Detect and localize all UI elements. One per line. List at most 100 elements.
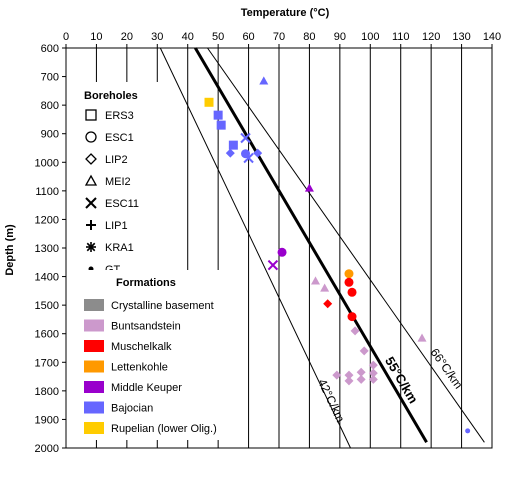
tick-label-y-1300: 1300 [35,243,59,255]
data-point-5 [228,140,238,150]
tick-label-x-50: 50 [212,31,224,43]
data-point-8 [253,148,263,158]
data-point-21 [417,333,427,342]
data-point-26 [332,370,342,380]
boreholes-legend-label: ESC11 [105,198,139,210]
formations-legend-label: Middle Keuper [111,382,182,394]
x-axis-title: Temperature (°C) [241,7,330,19]
legend-swatch-muschelkalk [84,340,104,352]
data-point-15 [311,276,321,285]
tick-label-x-140: 140 [483,31,501,43]
formations-legend-label: Lettenkohle [111,362,168,374]
tick-label-x-80: 80 [303,31,315,43]
data-point-28 [344,376,354,386]
tick-label-y-800: 800 [41,100,59,112]
legend-swatch-rupelian [84,422,104,434]
tick-label-x-90: 90 [334,31,346,43]
legend-swatch-lettenkohle [84,360,104,373]
x-axis-ticks: 0 10 20 30 40 50 60 70 80 90 100 110 120 130 140 [63,31,501,48]
tick-label-x-0: 0 [63,31,69,43]
tick-label-y-1800: 1800 [35,386,59,398]
y-axis-title: Depth (m) [4,224,16,276]
data-point-25 [368,368,378,378]
tick-label-y-1700: 1700 [35,357,59,369]
data-point-2 [213,110,223,120]
data-point-27 [344,370,354,380]
tick-label-y-700: 700 [41,72,59,84]
legend-swatch-middle_keuper [84,381,104,393]
boreholes-legend: BoreholesERS3ESC1LIP2MEI2ESC11LIP1KRA1GT [74,82,172,278]
tick-label-x-20: 20 [121,31,133,43]
data-point-17 [347,287,357,297]
legend-swatch-buntsandstein [84,319,104,332]
boreholes-legend-label: ERS3 [105,110,134,122]
tick-label-x-100: 100 [361,31,379,43]
data-point-19 [347,312,357,322]
tick-label-x-130: 130 [452,31,470,43]
tick-label-y-1400: 1400 [35,272,59,284]
data-point-29 [356,374,366,384]
data-point-6 [225,148,235,158]
formations-legend-label: Muschelkalk [111,341,172,353]
tick-label-x-10: 10 [90,31,102,43]
data-point-23 [368,360,378,370]
data-point-4-b [240,132,251,144]
formations-legend-title: Formations [116,277,176,289]
boreholes-legend-label: MEI2 [105,176,131,188]
tick-label-y-1900: 1900 [35,414,59,426]
gradient-label-2: 66°C/km [428,346,466,392]
data-point-12 [267,259,279,271]
tick-label-x-120: 120 [422,31,440,43]
formations-legend-label: Rupelian (lower Olig.) [111,423,217,435]
data-point-16 [320,283,330,292]
data-point-11 [277,247,287,257]
formations-legend-label: Buntsandstein [111,321,181,333]
tick-label-y-900: 900 [41,129,59,141]
data-point-22 [359,346,369,356]
tick-label-y-1100: 1100 [35,186,59,198]
data-point-1 [204,97,214,107]
tick-label-x-110: 110 [392,31,410,43]
legend-symbol-plus [86,220,96,230]
data-point-14 [344,277,354,287]
legend-symbol-asterisk [86,242,96,252]
data-point-12-b [267,259,279,271]
legend-swatch-bajocian [84,401,104,414]
boreholes-legend-label: ESC1 [105,132,134,144]
data-point-4 [240,132,251,144]
legend-symbol-x-b [85,197,97,209]
legend-symbol-circle [85,131,97,143]
tick-label-x-60: 60 [242,31,254,43]
gradient-label-0: 42°C/km [315,377,347,425]
data-point-24 [356,367,366,377]
tick-label-y-1600: 1600 [35,329,59,341]
data-point-10 [304,183,314,192]
legend-symbol-triangle [84,174,98,186]
gradient-line-1 [194,47,428,444]
tick-label-y-600: 600 [41,43,59,55]
data-point-9-b [243,152,254,164]
data-points [204,76,471,434]
formations-legend-label: Crystalline basement [111,300,214,312]
data-point-31 [465,428,471,434]
data-point-0 [259,76,269,85]
formations-legend-label: Bajocian [111,403,153,415]
data-point-9 [243,152,254,164]
legend-swatch-crystalline [84,299,104,311]
legend-symbol-x [85,197,97,209]
formations-legend-box [74,270,240,440]
data-point-20 [350,326,360,336]
tick-label-y-1500: 1500 [35,300,59,312]
data-point-18 [323,299,333,309]
tick-label-y-1000: 1000 [35,157,59,169]
boreholes-legend-title: Boreholes [84,90,138,102]
formations-legend: Formations Crystalline basement Buntsandst… [74,270,240,440]
tick-label-y-2000: 2000 [35,443,59,455]
legend-symbol-square [85,109,97,121]
tick-label-x-70: 70 [273,31,285,43]
tick-label-x-40: 40 [182,31,194,43]
tick-label-y-1200: 1200 [35,214,59,226]
data-point-30 [368,374,378,384]
boreholes-legend-label: KRA1 [105,242,134,254]
